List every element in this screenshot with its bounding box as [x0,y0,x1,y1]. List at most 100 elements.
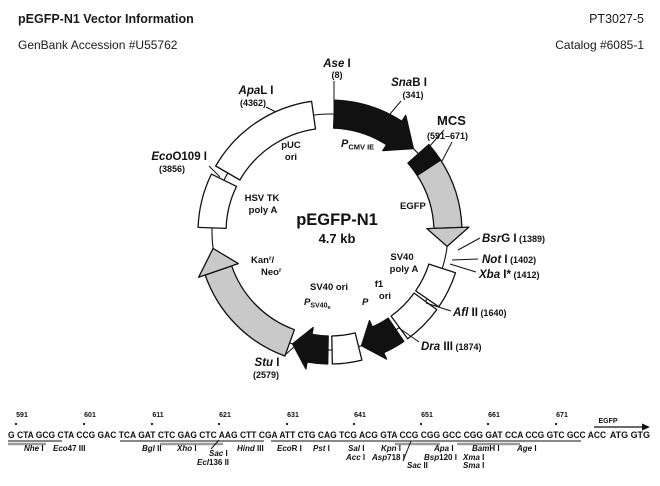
site-stu: Stu I [255,357,280,369]
site-bsrg: BsrG I (1389) [482,233,545,245]
site-xba: Xba I* (1412) [478,269,540,281]
enz-asp718i: Asp718 I [371,453,405,462]
enz-nhei: Nhe I [24,444,44,453]
leader-bsrg [457,237,481,251]
label-neo: Neor [261,267,282,278]
label-hsvtk-1: HSV TK [245,193,280,204]
segment-hsvtk-polya [197,173,238,230]
ruler-dot [285,422,289,426]
segment-sv40-polya [415,263,457,308]
label-psv40e-promoter: PSV40e [304,297,331,311]
ruler-dot [150,422,154,426]
enz-sali: Sal I [348,444,364,453]
segment-sv40-ori [331,332,363,365]
ruler-641: 641 [354,412,366,419]
enz-sacii: Sac II [407,461,428,470]
label-p-promoter: P [362,297,369,308]
site-stu-pos: (2579) [253,370,279,380]
mcs-sequence-panel: 591 601 611 621 631 641 651 661 671 EGFP… [8,412,650,470]
leader-xba [449,263,477,273]
label-sv40-ori: SV40 ori [310,282,348,293]
ruler-dot [14,422,18,426]
enz-ecl136ii: Ecl136 II [197,458,229,467]
mcs-sequence: G CTA GCG CTA CCG GAC TCA GAT CTC GAG CT… [8,430,650,441]
site-snab: SnaB I [391,77,427,89]
site-eco0109: EcoO109 I [151,151,207,163]
enz-apai: Apa I [433,444,454,453]
site-apal-pos: (4362) [240,98,266,108]
label-sv40polya-2: poly A [390,264,419,275]
segment-puc-ori [215,100,317,181]
genbank-accession: GenBank Accession #U55762 [18,38,178,52]
ruler-tick-dots [14,422,558,426]
egfp-arrowhead-icon [642,423,650,431]
enz-xhoi: Xho I [176,444,197,453]
site-not: Not I (1402) [482,254,536,266]
leader-sacii [402,440,412,462]
egfp-arrow-label: EGFP [598,418,617,425]
plasmid-size: 4.7 kb [319,231,356,246]
enz-saci: Sac I [209,449,228,458]
enz-acci: Acc I [345,453,365,462]
enz-bsp120i: Bsp120 I [424,453,457,462]
enz-eco47iii: Eco47 III [53,444,85,453]
segment-egfp-head [426,226,470,248]
enz-ecori: EcoR I [277,444,302,453]
label-puc-ori-1: pUC [281,140,301,151]
label-puc-ori-2: ori [285,152,297,163]
leader-apal [265,106,277,113]
sequence-ruler: 591 601 611 621 631 641 651 661 671 [16,412,568,419]
site-apal: ApaL I [238,85,274,97]
enz-xmai: Xma I [462,453,484,462]
site-snab-pos: (341) [402,90,423,100]
site-ase: Ase I [322,58,351,70]
site-mcs: MCS [437,113,466,128]
page-title: pEGFP-N1 Vector Information [18,12,194,26]
label-f1-2: ori [379,291,391,302]
leader-not [451,258,479,261]
ruler-631: 631 [287,412,299,419]
site-dra: Dra III (1874) [421,341,482,353]
plasmid-name: pEGFP-N1 [296,211,378,229]
enz-hindiii: Hind III [237,444,264,453]
label-kan: Kanr/ [251,255,274,266]
segment-egfp [416,159,463,230]
label-sv40polya-1: SV40 [390,252,413,263]
ruler-661: 661 [488,412,500,419]
leader-saci [210,439,220,450]
label-f1-1: f1 [375,279,384,290]
ruler-dot [419,422,423,426]
ruler-601: 601 [84,412,96,419]
enz-smai: Sma I [463,461,484,470]
enz-kpni: Kpn I [381,444,401,453]
leader-snab [389,100,402,115]
leader-dra [398,327,420,343]
enz-psti: Pst I [313,444,330,453]
plasmid-ring [197,99,470,370]
leader-mcs-end [441,141,453,162]
ruler-dot [486,422,490,426]
ruler-dot [554,422,558,426]
site-afl: Afl II (1640) [452,307,506,319]
ruler-611: 611 [152,412,163,419]
site-eco0109-pos: (3856) [159,164,185,174]
label-egfp: EGFP [400,201,427,212]
ruler-621: 621 [219,412,231,419]
site-ase-pos: (8) [332,70,343,80]
segment-kan-neo [204,265,296,357]
site-mcs-pos: (591–671) [427,131,468,141]
enz-agei: Age I [516,444,537,453]
leader-stu [283,344,297,357]
label-pcmv-promoter: PCMV IE [341,138,374,152]
ruler-dot [352,422,356,426]
ruler-dot [217,422,221,426]
segment-pcmv-promoter-head [382,114,415,152]
enz-bglii: Bgl II [142,444,162,453]
leader-mcs-start [428,129,445,148]
ruler-591: 591 [16,412,28,419]
leader-eco0109 [208,165,221,178]
segment-p-promoter-head [360,319,388,360]
ruler-dot [82,422,86,426]
